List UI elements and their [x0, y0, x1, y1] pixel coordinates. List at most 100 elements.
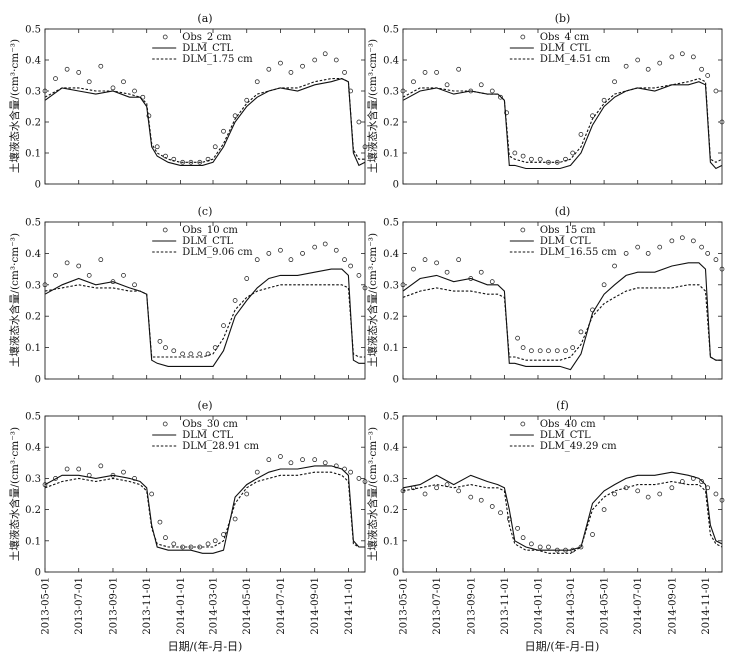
obs-point [86, 79, 92, 85]
obs-point [64, 66, 70, 72]
x-tick-label: 2014-03-01 [566, 577, 577, 635]
obs-point [244, 276, 250, 281]
obs-point [121, 79, 126, 85]
obs-point [254, 79, 260, 85]
obs-point [612, 263, 617, 269]
obs-point [635, 244, 641, 250]
y-tick-label: 0.1 [25, 149, 41, 160]
obs-point [699, 66, 704, 72]
obs-point [520, 153, 526, 159]
x-axis-label: 日期/(年-月-日) [525, 639, 600, 653]
x-tick-label: 2013-11-01 [142, 577, 153, 635]
legend-marker [162, 421, 168, 427]
legend-label: Obs_15 cm [540, 225, 596, 236]
x-tick-label: 2014-01-01 [176, 577, 187, 635]
obs-point [537, 348, 543, 354]
y-tick-label: 0.2 [383, 312, 399, 323]
x-tick-label: 2013-09-01 [466, 577, 477, 635]
legend-label: Obs_30 cm [182, 419, 238, 430]
obs-point [456, 488, 462, 494]
axes-frame [402, 221, 723, 380]
obs-point [288, 257, 294, 263]
obs-point [434, 260, 439, 266]
panel-1: (b) 0 0.1 0.2 0.3 0.4 0.5 Obs_4 cmDLM_CTLDLM_4.… [383, 12, 725, 191]
obs-point [121, 273, 126, 278]
panel-label: (d) [555, 205, 571, 218]
obs-point [623, 251, 629, 256]
series-line-solid [44, 78, 366, 167]
obs-point [635, 488, 641, 494]
obs-point [348, 263, 354, 269]
obs-point [322, 241, 328, 247]
y-tick-label: 0 [393, 568, 399, 579]
panel-label: (b) [555, 12, 571, 25]
obs-point [356, 119, 362, 125]
x-axis-label: 日期/(年-月-日) [168, 639, 243, 653]
obs-point [669, 485, 675, 491]
obs-point [422, 70, 428, 75]
panel-3: (d) 0 0.1 0.2 0.3 0.4 0.5 Obs_15 cmDLM_CTLDLM_1… [383, 205, 725, 386]
x-tick-label: 2013-09-01 [108, 577, 119, 635]
y-axis-label: 土壤液态水含量/(cm³·cm⁻³) [366, 233, 379, 367]
obs-point [278, 247, 283, 253]
obs-point [411, 79, 416, 85]
obs-point [221, 532, 226, 537]
obs-point [157, 519, 163, 525]
y-tick-label: 0.2 [25, 505, 41, 516]
obs-point [528, 348, 534, 354]
obs-point [690, 54, 696, 60]
obs-point [312, 57, 318, 63]
obs-point [121, 469, 126, 475]
obs-point [132, 88, 137, 94]
obs-point [478, 82, 484, 88]
obs-point [612, 79, 617, 85]
obs-point [232, 516, 238, 522]
obs-point [76, 263, 82, 269]
obs-point [171, 541, 177, 547]
series-line-solid [44, 465, 365, 554]
obs-point [212, 144, 218, 150]
panel-label: (c) [198, 205, 213, 218]
obs-point [645, 66, 651, 72]
obs-point [76, 70, 82, 75]
obs-point [705, 251, 711, 256]
y-tick-label: 0.3 [383, 87, 399, 98]
obs-point [601, 282, 607, 288]
y-tick-label: 0 [35, 568, 41, 579]
obs-point [76, 466, 82, 472]
obs-point [333, 57, 339, 63]
obs-point [212, 538, 218, 544]
obs-point [705, 73, 711, 78]
obs-point [312, 244, 318, 250]
series-line-solid [44, 268, 365, 367]
obs-point [478, 269, 484, 275]
obs-point [657, 60, 663, 66]
series-line-dashed [402, 78, 723, 163]
obs-point [266, 251, 272, 256]
y-tick-label: 0 [393, 180, 399, 191]
obs-point [434, 485, 439, 491]
obs-point [197, 351, 203, 357]
legend-marker [520, 421, 526, 427]
obs-point [570, 345, 576, 350]
panel-label: (f) [556, 399, 569, 412]
y-tick-label: 0.1 [383, 149, 399, 160]
panel-4: (e) 0 0.1 0.2 0.3 0.4 0.5 2013-05-01 2013-07-01 2… [25, 399, 368, 635]
y-tick-label: 0.5 [25, 412, 41, 423]
obs-point [180, 351, 185, 357]
legend-label: DLM_CTL [182, 236, 233, 247]
axes-frame [44, 415, 366, 573]
x-tick-label: 2014-05-01 [242, 577, 253, 635]
x-tick-label: 2013-07-01 [74, 577, 85, 635]
obs-point [53, 273, 58, 278]
obs-point [300, 63, 305, 69]
y-tick-label: 0.5 [25, 25, 41, 36]
obs-point [86, 273, 92, 278]
y-tick-label: 0.5 [25, 218, 41, 229]
x-tick-label: 2013-07-01 [432, 577, 443, 635]
y-axis-label: 土壤液态水含量/(cm³·cm⁻³) [366, 427, 379, 561]
obs-point [478, 497, 484, 503]
y-tick-label: 0.2 [25, 118, 41, 129]
y-tick-label: 0.1 [25, 536, 41, 547]
